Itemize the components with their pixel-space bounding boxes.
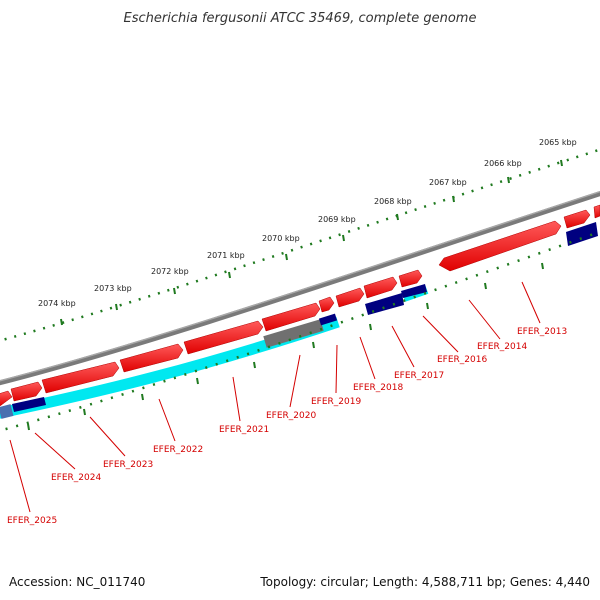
scale-labels: 2065 kbp 2066 kbp 2067 kbp 2068 kbp 2069… — [38, 138, 577, 308]
gene-label: EFER_2021 — [219, 425, 269, 435]
scale-label: 2074 kbp — [38, 299, 76, 308]
forward-cds-features — [0, 204, 600, 407]
accession-text: Accession: NC_011740 — [9, 575, 145, 589]
gene-label: EFER_2013 — [517, 327, 567, 337]
gene-label: EFER_2020 — [266, 411, 316, 421]
scale-label: 2067 kbp — [429, 178, 467, 187]
scale-label: 2071 kbp — [207, 251, 245, 260]
scale-label: 2070 kbp — [262, 234, 300, 243]
gene-label: EFER_2014 — [477, 342, 527, 352]
scale-label: 2073 kbp — [94, 284, 132, 293]
gene-labels: EFER_2013 EFER_2014 EFER_2016 EFER_2017 … — [7, 327, 567, 526]
scale-label: 2069 kbp — [318, 215, 356, 224]
gene-label: EFER_2024 — [51, 473, 101, 483]
scale-label: 2065 kbp — [539, 138, 577, 147]
gene-label: EFER_2022 — [153, 445, 203, 455]
scale-label: 2072 kbp — [151, 267, 189, 276]
inner-ring-ticks — [27, 262, 544, 431]
gene-label: EFER_2025 — [7, 516, 57, 526]
scale-major-ticks — [60, 159, 563, 326]
scale-dotted-ring — [0, 148, 600, 342]
scale-label: 2068 kbp — [374, 197, 412, 206]
gene-label: EFER_2018 — [353, 383, 403, 393]
scale-label: 2066 kbp — [484, 159, 522, 168]
reverse-strand-segment — [318, 313, 338, 326]
gene-label: EFER_2016 — [437, 355, 487, 365]
map-title: Escherichia fergusonii ATCC 35469, compl… — [124, 11, 477, 26]
genome-backbone-highlight — [0, 190, 600, 382]
reverse-cds-features — [12, 222, 598, 412]
gene-label: EFER_2023 — [103, 460, 153, 470]
gene-label: EFER_2019 — [311, 397, 361, 407]
genome-summary-text: Topology: circular; Length: 4,588,711 bp… — [259, 575, 590, 589]
genome-backbone — [0, 191, 600, 386]
other-feature-track — [263, 319, 324, 348]
label-connectors — [9, 281, 541, 513]
reverse-strand-segment — [0, 404, 14, 419]
gene-label: EFER_2017 — [394, 371, 444, 381]
